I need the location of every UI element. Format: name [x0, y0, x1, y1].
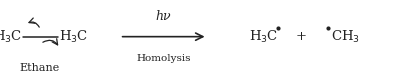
Text: Homolysis: Homolysis	[136, 54, 191, 63]
Text: H$_3$C: H$_3$C	[249, 29, 279, 45]
Text: +: +	[296, 30, 307, 43]
Text: Ethane: Ethane	[20, 63, 60, 73]
Text: H$_3$C: H$_3$C	[59, 29, 88, 45]
Text: CH$_3$: CH$_3$	[331, 29, 360, 45]
Text: hν: hν	[156, 10, 172, 23]
Text: H$_3$C: H$_3$C	[0, 29, 22, 45]
